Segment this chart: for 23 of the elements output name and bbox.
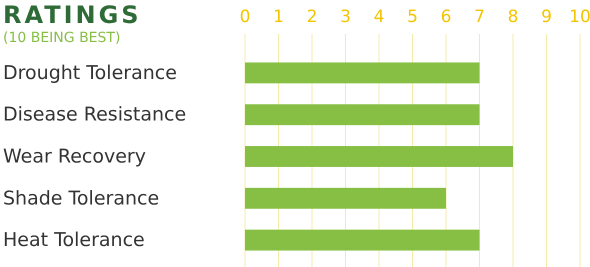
bar <box>245 146 513 167</box>
x-tick-label: 3 <box>340 7 351 27</box>
x-tick-label: 7 <box>474 7 485 27</box>
bar <box>245 62 480 84</box>
x-tick-label: 5 <box>407 7 418 27</box>
y-tick-label: Shade Tolerance <box>3 187 160 210</box>
bar <box>245 104 480 126</box>
x-tick-label: 10 <box>569 7 590 27</box>
y-tick-label: Drought Tolerance <box>3 62 177 84</box>
x-tick-label: 6 <box>440 7 452 27</box>
chart-title: RATINGS <box>3 1 142 29</box>
y-tick-label: Wear Recovery <box>3 146 146 168</box>
x-tick-label: 9 <box>541 7 552 27</box>
bar <box>245 230 480 251</box>
x-tick-label: 1 <box>273 7 284 27</box>
x-tick-label: 8 <box>508 7 518 27</box>
x-tick-label: 0 <box>240 7 250 27</box>
y-tick-label: Disease Resistance <box>3 104 186 126</box>
text: (10 BEING BEST) <box>3 30 120 46</box>
bar <box>245 188 446 209</box>
x-tick-label: 4 <box>374 7 384 27</box>
y-tick-label: Heat Tolerance <box>3 229 145 252</box>
x-tick-label: 2 <box>306 7 318 27</box>
